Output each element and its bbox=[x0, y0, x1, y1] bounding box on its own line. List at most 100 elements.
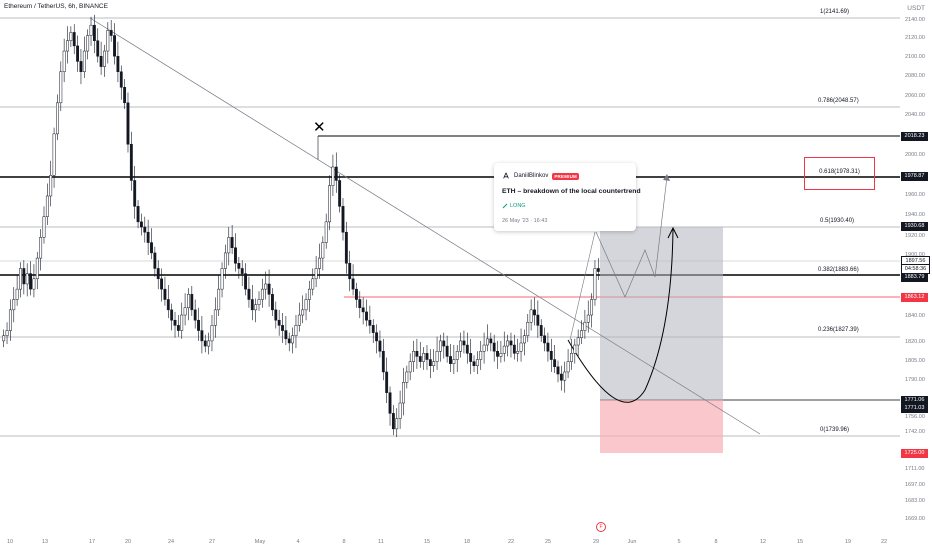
candle-down bbox=[378, 340, 382, 352]
candle-up bbox=[479, 351, 483, 360]
candle-down bbox=[465, 344, 469, 354]
candle-down bbox=[123, 87, 127, 104]
curve-arrowhead bbox=[667, 226, 679, 239]
time-tick-label: 11 bbox=[378, 539, 384, 545]
price-tag: 2018.23 bbox=[901, 132, 928, 141]
idea-popup[interactable]: DaniilBlinkov PREMIUM ETH – breakdown of… bbox=[494, 163, 641, 231]
time-tick-label: 22 bbox=[507, 539, 515, 545]
candle-down bbox=[119, 71, 123, 88]
candle-up bbox=[301, 309, 305, 316]
candle-up bbox=[257, 299, 261, 305]
wick-line bbox=[569, 231, 596, 341]
candle-down bbox=[72, 32, 76, 47]
idea-date: 26 May '23 · 16:43 bbox=[502, 218, 548, 224]
candle-up bbox=[103, 50, 106, 67]
candle-up bbox=[260, 288, 264, 300]
time-tick-label: 8 bbox=[714, 539, 718, 545]
candle-down bbox=[445, 345, 449, 357]
price-tick-label: 2120.00 bbox=[905, 35, 925, 41]
idea-direction: LONG bbox=[502, 203, 526, 209]
fib-label-0786: 0.786(2048.57) bbox=[818, 98, 859, 104]
candle-down bbox=[388, 392, 392, 414]
candle-up bbox=[42, 216, 46, 238]
candle-down bbox=[512, 344, 516, 354]
candle-up bbox=[412, 351, 415, 362]
price-tick-label: 2060.00 bbox=[905, 93, 925, 99]
price-tick-label: 1960.00 bbox=[905, 192, 925, 198]
candle-down bbox=[425, 353, 429, 360]
candle-up bbox=[307, 288, 311, 300]
time-tick-label: 22 bbox=[880, 539, 888, 545]
earnings-event-icon[interactable]: F bbox=[596, 522, 606, 532]
candle-down bbox=[156, 268, 160, 280]
candle-down bbox=[351, 278, 355, 290]
candle-down bbox=[153, 252, 157, 269]
candle-down bbox=[489, 338, 493, 344]
zigzag-arrowhead bbox=[663, 174, 670, 181]
candle-up bbox=[32, 278, 36, 290]
price-tick-label: 1669.00 bbox=[905, 516, 925, 522]
candle-up bbox=[25, 273, 29, 285]
candle-up bbox=[66, 40, 69, 52]
candle-down bbox=[99, 55, 103, 67]
candle-up bbox=[294, 325, 298, 336]
candle-down bbox=[348, 263, 352, 280]
time-tick-label: 27 bbox=[208, 539, 216, 545]
candle-up bbox=[86, 35, 90, 52]
candle-down bbox=[284, 330, 288, 340]
candle-down bbox=[553, 359, 557, 368]
candle-down bbox=[267, 283, 271, 295]
candle-up bbox=[522, 335, 526, 344]
idea-title[interactable]: ETH – breakdown of the local countertren… bbox=[502, 188, 641, 195]
time-tick-label: 25 bbox=[544, 539, 552, 545]
time-tick-label: Jun bbox=[627, 539, 637, 545]
candle-up bbox=[432, 361, 436, 366]
price-tick-label: 1697.00 bbox=[905, 482, 925, 488]
candle-down bbox=[391, 413, 395, 430]
candle-down bbox=[368, 319, 372, 326]
candle-down bbox=[596, 268, 600, 272]
candle-down bbox=[543, 335, 546, 344]
candle-down bbox=[381, 351, 385, 373]
candle-down bbox=[22, 268, 26, 285]
candle-down bbox=[334, 166, 338, 181]
candle-down bbox=[418, 356, 422, 362]
candle-up bbox=[314, 268, 318, 280]
candle-up bbox=[482, 344, 486, 352]
candle-up bbox=[220, 268, 224, 290]
candle-up bbox=[89, 24, 93, 36]
candle-down bbox=[126, 102, 130, 145]
premium-badge: PREMIUM bbox=[552, 172, 580, 180]
candle-up bbox=[452, 359, 456, 364]
trend-line bbox=[89, 17, 761, 435]
price-tag-red: 1725.00 bbox=[901, 449, 928, 458]
candle-up bbox=[586, 314, 590, 323]
price-tick-label: 2100.00 bbox=[905, 54, 925, 60]
candle-up bbox=[583, 322, 587, 331]
candle-up bbox=[328, 185, 331, 223]
candle-down bbox=[136, 206, 140, 223]
candle-down bbox=[277, 319, 281, 326]
price-tag: 1771.06 bbox=[901, 396, 928, 405]
target-zone bbox=[600, 227, 723, 400]
candle-down bbox=[250, 299, 254, 311]
candle-up bbox=[331, 166, 335, 186]
candle-down bbox=[133, 180, 137, 207]
time-tick-label: 18 bbox=[463, 539, 471, 545]
author-name[interactable]: DaniilBlinkov bbox=[514, 173, 549, 179]
candle-up bbox=[227, 237, 231, 254]
zigzag-projection bbox=[595, 176, 668, 298]
candle-up bbox=[475, 359, 479, 366]
candle-up bbox=[573, 344, 577, 354]
candle-up bbox=[217, 288, 221, 311]
price-tick-label: 2080.00 bbox=[905, 73, 925, 79]
symbol-title: Ethereum / TetherUS, 6h, BINANCE bbox=[4, 3, 108, 10]
candle-down bbox=[274, 309, 278, 321]
time-tick-label: 12 bbox=[759, 539, 767, 545]
price-tag: 1978.87 bbox=[901, 172, 928, 181]
price-tag: 1930.68 bbox=[901, 222, 928, 231]
candle-down bbox=[76, 45, 80, 62]
price-tick-label: 1711.00 bbox=[905, 466, 925, 472]
